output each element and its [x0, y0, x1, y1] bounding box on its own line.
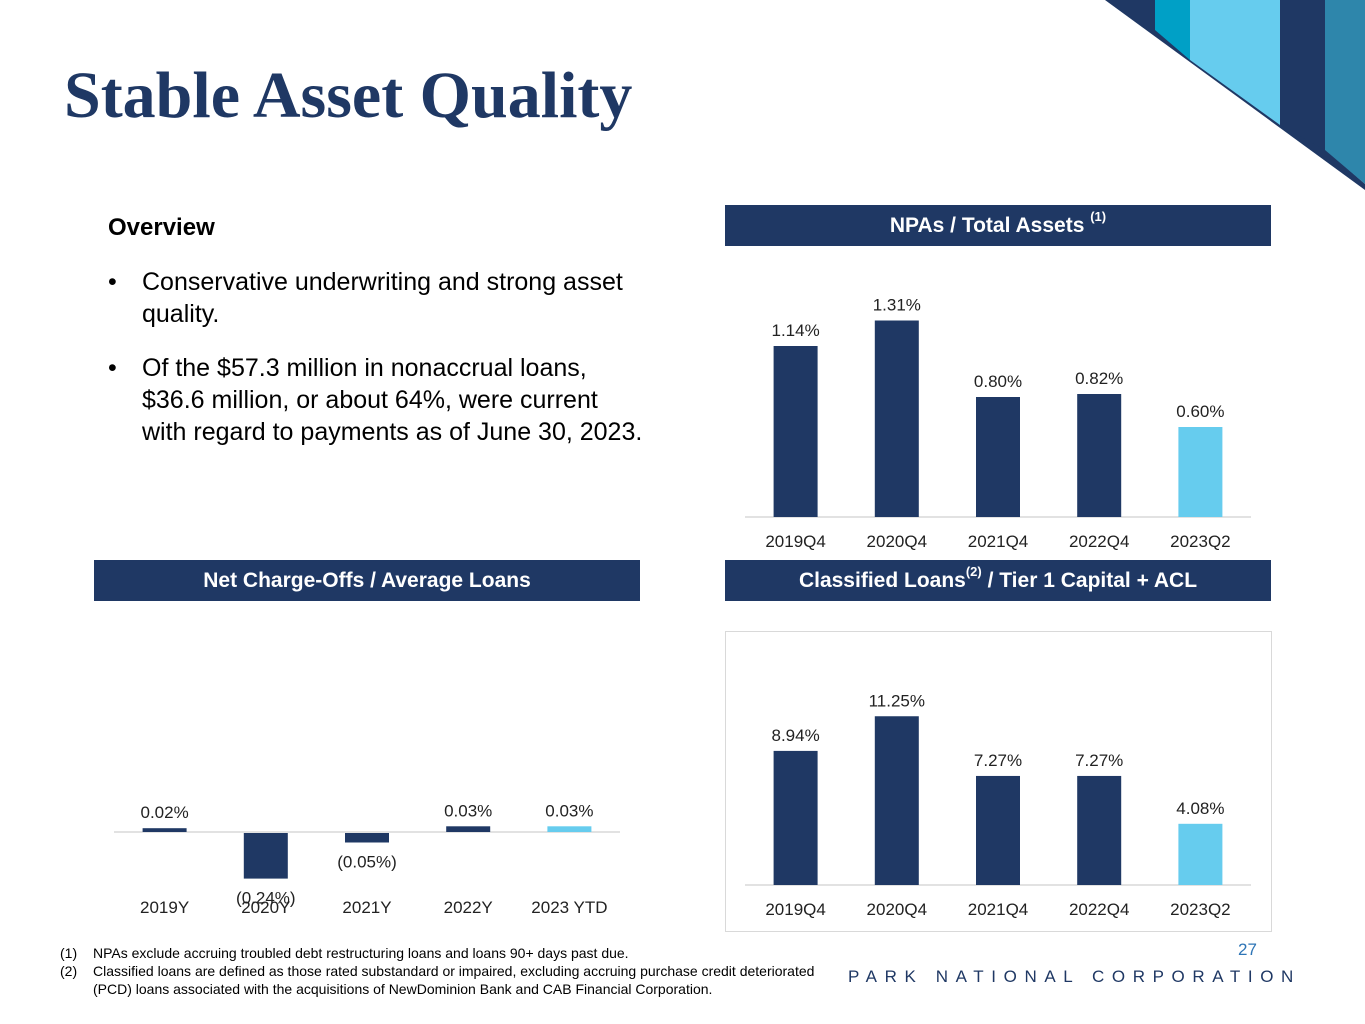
slide-title: Stable Asset Quality [64, 59, 633, 132]
footnote-number: (2) [60, 963, 78, 979]
overview-bullet: • Of the $57.3 million in nonaccrual loa… [108, 352, 648, 448]
npa-bar [1178, 427, 1223, 517]
nco-chart: 0.02% 2019Y (0.24%) 2020Y (0.05%) 2021Y 0.03% 2… [114, 640, 620, 930]
footnote-number: (1) [60, 945, 78, 961]
npa-data-label: 1.14% [771, 321, 819, 340]
classified-bar [1077, 775, 1122, 885]
npa-data-label: 0.80% [974, 372, 1022, 391]
npa-data-label: 0.82% [1075, 369, 1123, 388]
classified-chart-svg: 8.94% 2019Q4 11.25% 2020Q4 7.27% 2021Q4 7.27% 2… [745, 691, 1251, 919]
nco-category-label: 2020Y [241, 898, 290, 917]
classified-data-label: 7.27% [1075, 751, 1123, 770]
classified-category-label: 2022Q4 [1069, 900, 1130, 919]
footnotes: (1) NPAs exclude accruing troubled debt … [60, 944, 820, 998]
nco-data-label: 0.02% [140, 803, 188, 822]
nco-category-label: 2023 YTD [531, 898, 607, 917]
nco-data-label: (0.24%) [236, 889, 296, 908]
page-number: 27 [1238, 940, 1257, 959]
nco-data-label: (0.05%) [337, 853, 397, 872]
npa-chart-svg: 1.14% 2019Q4 1.31% 2020Q4 0.80% 2021Q4 0.82% 20… [745, 296, 1251, 551]
classified-data-label: 7.27% [974, 751, 1022, 770]
classified-category-label: 2019Q4 [765, 900, 826, 919]
corner-stripe-dark [1105, 0, 1365, 190]
nco-category-label: 2022Y [444, 898, 493, 917]
nco-bar [345, 833, 389, 843]
classified-banner-text-2: / Tier 1 Capital + ACL [981, 569, 1198, 592]
corner-stripe-navy [1280, 0, 1325, 150]
npa-category-label: 2020Q4 [867, 532, 928, 551]
nco-bar [142, 828, 187, 832]
nco-chart-banner: Net Charge-Offs / Average Loans [94, 560, 640, 601]
npa-category-label: 2022Q4 [1069, 532, 1130, 551]
classified-chart-banner: Classified Loans(2) / Tier 1 Capital + A… [725, 560, 1271, 601]
nco-data-label: 0.03% [444, 801, 492, 820]
nco-banner-text: Net Charge-Offs / Average Loans [203, 569, 531, 592]
corner-stripe-cyan [1155, 0, 1190, 60]
npa-banner-footnote-ref: (1) [1090, 209, 1107, 224]
company-name: PARK NATIONAL CORPORATION [848, 967, 1301, 986]
nco-chart-svg: 0.02% 2019Y (0.24%)2020Y (0.05%) 2021Y 0.03% 2… [114, 801, 620, 917]
nco-bar [547, 826, 592, 832]
classified-chart: 8.94% 2019Q4 11.25% 2020Q4 7.27% 2021Q4 7.27% 2… [745, 640, 1251, 930]
nco-bar [446, 826, 491, 832]
classified-data-label: 8.94% [771, 726, 819, 745]
nco-bar [243, 833, 288, 879]
npa-category-label: 2021Q4 [968, 532, 1029, 551]
classified-category-label: 2023Q2 [1170, 900, 1231, 919]
overview-bullets: • Conservative underwriting and strong a… [108, 266, 648, 470]
corner-decoration [1105, 0, 1365, 190]
corner-stripe-teal [1325, 0, 1365, 184]
bullet-text: Of the $57.3 million in nonaccrual loans… [142, 354, 643, 446]
npa-bar [976, 397, 1020, 517]
classified-data-label: 4.08% [1176, 799, 1224, 818]
npa-category-label: 2023Q2 [1170, 532, 1231, 551]
npa-data-label: 1.31% [873, 296, 921, 315]
classified-banner-text: Classified Loans [798, 569, 966, 592]
classified-bar [1178, 823, 1223, 885]
classified-bar [976, 775, 1020, 885]
classified-category-label: 2021Q4 [968, 900, 1029, 919]
footnote-text: NPAs exclude accruing troubled debt rest… [93, 945, 629, 961]
npa-chart: 1.14% 2019Q4 1.31% 2020Q4 0.80% 2021Q4 0.82% 20… [745, 255, 1251, 555]
bullet-marker: • [108, 268, 117, 296]
classified-bar [874, 716, 919, 885]
classified-banner-footnote-ref: (2) [965, 564, 982, 579]
bullet-marker: • [108, 354, 117, 382]
nco-data-label: 0.03% [545, 801, 593, 820]
npa-bar [874, 320, 919, 517]
nco-category-label: 2021Y [342, 898, 391, 917]
classified-chart-frame [725, 631, 1272, 932]
classified-bar [773, 750, 818, 885]
classified-data-label: 11.25% [869, 691, 925, 710]
npa-bar [773, 346, 818, 517]
overview-bullet: • Conservative underwriting and strong a… [108, 266, 648, 330]
npa-chart-banner: NPAs / Total Assets (1) [725, 205, 1271, 246]
overview-heading: Overview [108, 214, 215, 241]
footnote: (2) Classified loans are defined as thos… [60, 962, 820, 998]
npa-category-label: 2019Q4 [765, 532, 826, 551]
footnote-text: Classified loans are defined as those ra… [93, 963, 815, 997]
corner-stripe-light [1190, 0, 1280, 125]
npa-bar [1077, 394, 1122, 517]
footnote: (1) NPAs exclude accruing troubled debt … [60, 944, 820, 962]
npa-banner-text: NPAs / Total Assets [889, 214, 1091, 237]
npa-data-label: 0.60% [1176, 402, 1224, 421]
bullet-text: Conservative underwriting and strong ass… [142, 268, 623, 328]
nco-category-label: 2019Y [140, 898, 189, 917]
classified-category-label: 2020Q4 [867, 900, 928, 919]
